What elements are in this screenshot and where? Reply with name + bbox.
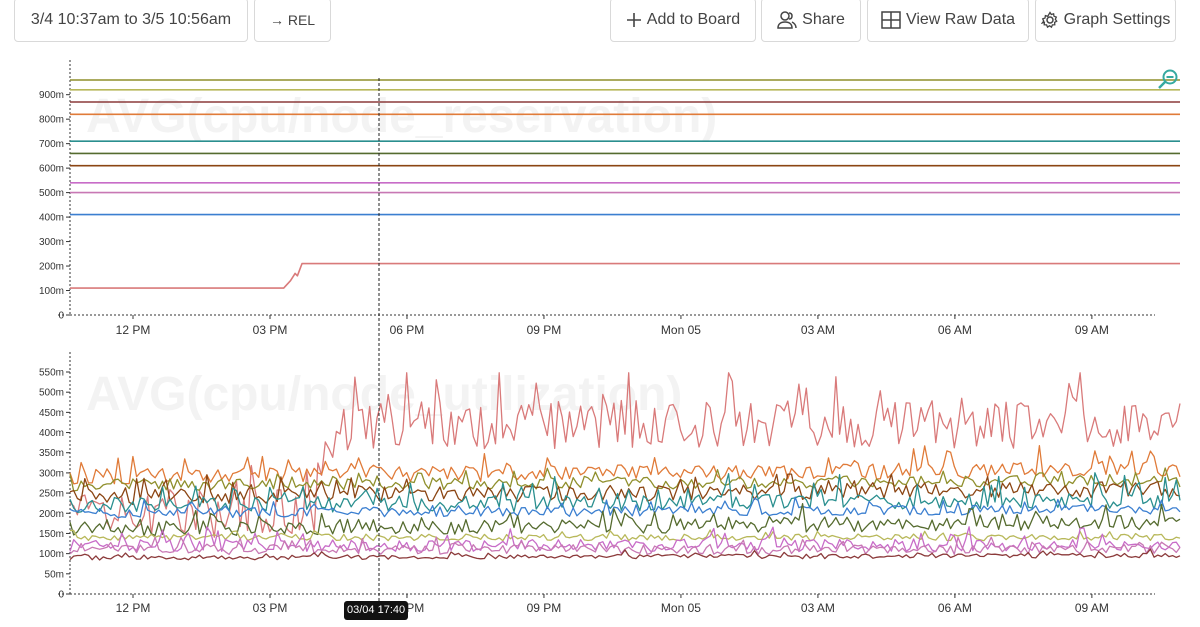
x-tick-label: 09 AM <box>1075 323 1109 337</box>
graph-settings-button[interactable]: Graph Settings <box>1035 0 1176 42</box>
view-raw-data-button[interactable]: View Raw Data <box>867 0 1029 42</box>
y-tick-label: 450m <box>39 408 64 419</box>
series-line <box>69 472 1181 513</box>
series-line <box>70 262 1180 289</box>
plus-icon <box>626 12 642 28</box>
y-tick-label: 600m <box>39 164 64 175</box>
add-to-board-label: Add to Board <box>646 11 741 28</box>
x-tick-label: 12 PM <box>116 323 151 337</box>
graph-settings-label: Graph Settings <box>1063 11 1171 28</box>
series-line <box>69 467 1181 492</box>
series-line <box>69 496 1181 519</box>
x-tick-label: 06 AM <box>938 601 972 615</box>
x-tick-label: 06 AM <box>938 323 972 337</box>
series-line <box>69 445 1181 485</box>
relative-time-button[interactable]: → REL <box>254 0 331 42</box>
x-tick-label: 03 PM <box>253 601 288 615</box>
y-tick-label: 800m <box>39 115 64 126</box>
y-tick-label: 50m <box>45 569 64 580</box>
y-tick-label: 200m <box>39 262 64 273</box>
series-line <box>69 502 1181 537</box>
chart-title-watermark: AVG(cpu/node_reservation) <box>86 90 717 143</box>
view-raw-data-label: View Raw Data <box>905 11 1016 28</box>
y-tick-label: 550m <box>39 368 64 379</box>
share-button[interactable]: Share <box>761 0 861 42</box>
rel-label: → REL <box>269 12 316 28</box>
y-tick-label: 700m <box>39 139 64 150</box>
y-tick-label: 0 <box>58 311 64 322</box>
y-tick-label: 400m <box>39 428 64 439</box>
y-tick-label: 500m <box>39 388 64 399</box>
x-tick-label: 09 PM <box>527 323 562 337</box>
chart-title-watermark: AVG(cpu/node_utilization) <box>86 368 682 421</box>
y-tick-label: 350m <box>39 448 64 459</box>
y-tick-label: 200m <box>39 509 64 520</box>
series-line <box>69 536 1181 556</box>
y-tick-label: 500m <box>39 188 64 199</box>
time-range-button[interactable]: 3/4 10:37am to 3/5 10:56am <box>14 0 248 42</box>
x-tick-label: 12 PM <box>116 601 151 615</box>
y-tick-label: 300m <box>39 468 64 479</box>
hover-time-badge: 03/04 17:40 <box>344 601 409 620</box>
x-tick-label: 03 PM <box>253 323 288 337</box>
x-tick-label: 03 AM <box>801 323 835 337</box>
y-tick-label: 300m <box>39 237 64 248</box>
y-tick-label: 0 <box>58 590 64 601</box>
zoom-out-icon[interactable] <box>1157 68 1181 95</box>
y-tick-label: 400m <box>39 213 64 224</box>
users-icon <box>777 11 797 29</box>
x-tick-label: Mon 05 <box>661 323 701 337</box>
y-tick-label: 100m <box>39 286 64 297</box>
time-range-label: 3/4 10:37am to 3/5 10:56am <box>30 11 232 28</box>
x-tick-label: 06 PM <box>390 323 425 337</box>
add-to-board-button[interactable]: Add to Board <box>610 0 756 42</box>
x-tick-label: Mon 05 <box>661 601 701 615</box>
x-tick-label: 03 AM <box>801 601 835 615</box>
series-line <box>69 548 1181 561</box>
y-tick-label: 250m <box>39 489 64 500</box>
y-tick-label: 100m <box>39 549 64 560</box>
table-icon <box>881 11 901 29</box>
series-line <box>69 529 1181 542</box>
share-label: Share <box>802 11 845 28</box>
series-line <box>69 372 1181 538</box>
y-tick-label: 150m <box>39 529 64 540</box>
gear-icon <box>1040 11 1059 29</box>
x-tick-label: 09 AM <box>1075 601 1109 615</box>
x-tick-label: 09 PM <box>527 601 562 615</box>
y-tick-label: 900m <box>39 90 64 101</box>
